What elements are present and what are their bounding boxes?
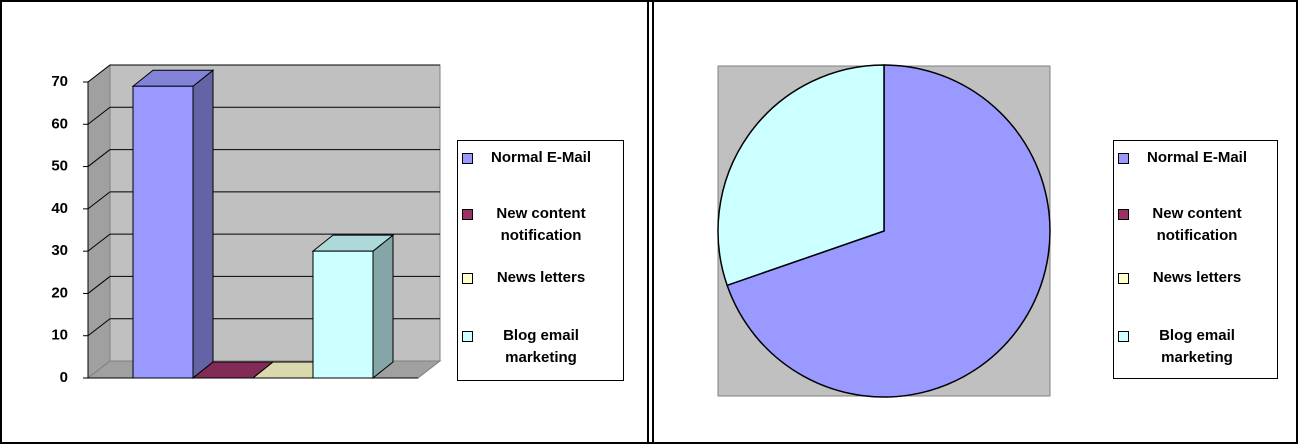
legend-swatch [1118,273,1129,284]
legend-label: Blog email marketing [503,327,579,366]
legend-swatch [1118,153,1129,164]
y-tick-label: 30 [51,242,68,259]
legend-swatch [462,273,473,284]
grid-line [87,64,111,83]
y-tick-label: 10 [51,327,68,344]
legend-label: New content notification [496,205,586,244]
legend-entry: Normal E-Mail [1118,147,1262,169]
legend-entry: New content notification [462,203,606,247]
y-tick-label: 40 [51,200,68,217]
legend-swatch [462,153,473,164]
legend: Normal E-Mail New content notification New… [457,140,624,381]
grid-line [87,191,111,210]
legend-swatch [1118,331,1129,342]
grid-line [87,318,111,337]
legend-entry: News letters [1118,267,1262,289]
legend-label: News letters [496,269,586,286]
bar [312,250,374,379]
legend-swatch [462,209,473,220]
y-tick-label: 60 [51,115,68,132]
grid-line [87,233,111,252]
bar-side [372,234,394,380]
legend-entry: Blog email marketing [1118,325,1262,369]
legend-entry: Normal E-Mail [462,147,606,169]
legend-label: Normal E-Mail [490,149,592,166]
legend-swatch [1118,209,1129,220]
legend-swatch [462,331,473,342]
side-wall [87,63,111,380]
grid-line [87,106,111,125]
legend-entry: New content notification [1118,203,1262,247]
y-tick-label: 0 [60,369,68,386]
legend-label: New content notification [1152,205,1242,244]
bar-side [192,69,214,380]
legend-label: News letters [1152,269,1242,286]
pie-slice [717,64,885,287]
y-tick-label: 20 [51,284,68,301]
legend-entry: Blog email marketing [462,325,606,369]
legend-label: Normal E-Mail [1146,149,1248,166]
grid-line [87,149,111,167]
legend: Normal E-Mail New content notification New… [1113,140,1278,379]
y-tick-label: 50 [51,158,68,175]
grid-line [87,276,111,294]
legend-entry: News letters [462,267,606,289]
pie-slice [726,64,1051,398]
y-tick-label: 70 [51,73,68,90]
bar [132,85,194,379]
legend-label: Blog email marketing [1159,327,1235,366]
